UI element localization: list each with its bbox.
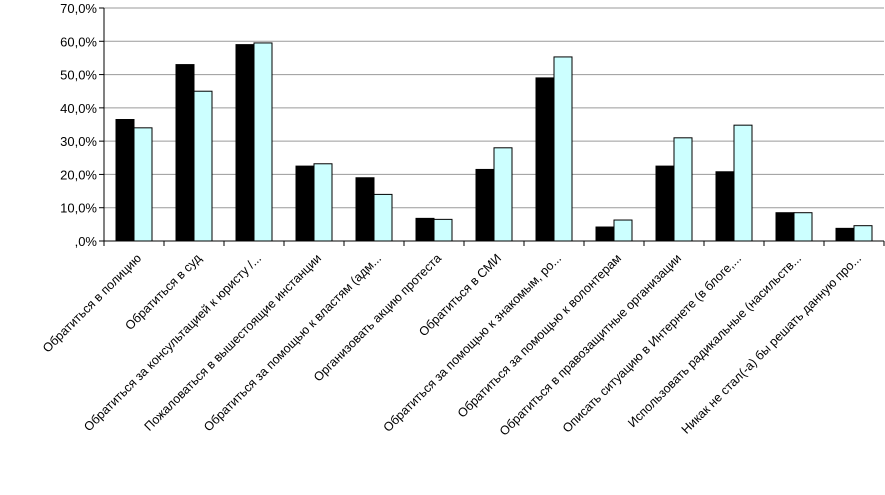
x-axis <box>103 240 885 246</box>
bar-series-1-1 <box>175 64 195 242</box>
bar-series-2-2 <box>253 42 273 242</box>
bar-series-1-4 <box>355 177 375 242</box>
bar-series-1-8 <box>595 226 615 242</box>
y-axis: ,0% 10,0% 20,0% 30,0% 40,0% 50,0% 60,0% 70,0% <box>60 1 105 249</box>
x-category-label: Обратиться в полицию <box>40 251 144 355</box>
y-tick-label: 60,0% <box>60 34 97 49</box>
bar-series-2-5 <box>433 218 453 242</box>
bar-series-1-11 <box>775 212 795 242</box>
bar-series-2-6 <box>493 147 513 242</box>
bar-series-1-7 <box>535 77 555 242</box>
y-tick-label: ,0% <box>75 234 98 249</box>
bar-series-2-10 <box>733 124 753 242</box>
y-tick-label: 20,0% <box>60 167 97 182</box>
y-tick-label: 40,0% <box>60 101 97 116</box>
bar-series-2-1 <box>193 90 213 242</box>
bar-series-1-5 <box>415 217 435 242</box>
bar-series-2-9 <box>673 137 693 242</box>
bar-series-2-3 <box>313 163 333 242</box>
bar-series-1-3 <box>295 165 315 242</box>
y-tick-label: 70,0% <box>60 1 97 16</box>
y-tick-label: 50,0% <box>60 68 97 83</box>
bar-series-1-12 <box>835 227 855 242</box>
bar-series-2-4 <box>373 193 393 242</box>
bar-series-2-0 <box>133 127 153 242</box>
y-tick-label: 30,0% <box>60 134 97 149</box>
gridlines <box>104 7 884 209</box>
bar-series-1-6 <box>475 168 495 242</box>
bar-series-1-2 <box>235 44 255 242</box>
bar-series-2-7 <box>553 56 573 242</box>
bar-series-1-0 <box>115 119 135 242</box>
bars <box>115 42 873 242</box>
x-category-label: Организовать акцию протеста <box>311 251 444 384</box>
y-tick-label: 10,0% <box>60 201 97 216</box>
bar-series-2-8 <box>613 219 633 242</box>
bar-series-2-12 <box>853 225 873 242</box>
bar-series-1-10 <box>715 171 735 242</box>
bar-series-2-11 <box>793 212 813 242</box>
bar-series-1-9 <box>655 165 675 242</box>
